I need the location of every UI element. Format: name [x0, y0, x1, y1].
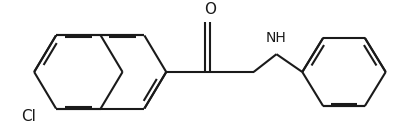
Text: O: O [204, 2, 216, 17]
Text: NH: NH [266, 31, 287, 45]
Text: Cl: Cl [21, 108, 36, 124]
